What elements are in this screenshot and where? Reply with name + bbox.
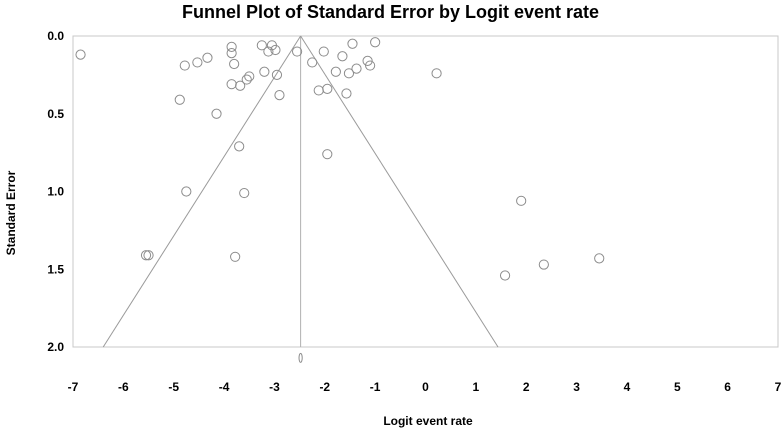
x-tick-label: -4 [219,380,230,394]
data-point [263,46,274,57]
x-tick-label: -7 [68,380,79,394]
data-point [431,68,442,79]
x-tick-label: -5 [168,380,179,394]
x-tick-label: -1 [370,380,381,394]
data-point [256,40,267,51]
x-axis-label: Logit event rate [383,414,473,428]
data-point [234,141,245,152]
data-point [192,57,203,68]
x-tick-label: 0 [422,380,429,394]
data-point [322,149,333,160]
data-point [226,79,237,90]
data-point [75,49,86,60]
x-tick-label: -3 [269,380,280,394]
y-tick-label: 1.0 [47,185,64,199]
data-point [318,46,329,57]
data-point [270,44,281,56]
data-point [594,253,605,264]
data-point [226,41,237,52]
funnel-right-line [300,35,499,348]
x-tick-label: 2 [523,380,530,394]
data-point [362,55,373,66]
data-point [499,270,511,281]
data-point [259,66,270,77]
data-point [241,74,252,85]
y-axis-ticks: 0.0 0.5 1.0 1.5 2.0 [47,29,64,354]
y-tick-label: 1.5 [47,262,64,276]
data-point [211,108,222,119]
data-point [274,89,285,101]
data-point [538,259,549,270]
x-tick-label: 5 [674,380,681,394]
data-point [174,94,185,105]
data-point [181,186,192,197]
data-point [271,69,283,80]
data-point [330,66,341,77]
data-point [313,85,324,96]
x-tick-label: 4 [624,380,631,394]
plot-area-frame [72,35,779,348]
funnel-left-line [102,35,302,348]
x-tick-label: 7 [775,380,781,394]
data-point [235,80,246,91]
data-point [307,57,318,68]
data-point [365,60,376,71]
data-point [229,58,240,70]
data-point [143,250,154,261]
data-point [341,88,352,99]
data-points [75,37,605,363]
data-point [140,250,152,261]
y-tick-label: 0.0 [47,29,64,43]
y-tick-label: 0.5 [47,107,64,121]
data-point [202,52,213,63]
combined-estimate-marker [298,352,303,363]
data-point [239,187,250,199]
data-point [230,251,241,262]
data-point [179,60,190,71]
data-point [244,71,255,82]
data-point [337,51,348,62]
x-tick-label: 1 [473,380,480,394]
data-point [291,46,303,57]
funnel-lines [102,35,499,348]
data-point [226,48,237,59]
y-tick-label: 2.0 [47,340,64,354]
x-tick-label: 6 [724,380,731,394]
data-point [322,83,333,94]
data-point [370,37,381,48]
chart-title: Funnel Plot of Standard Error by Logit e… [181,2,600,22]
data-point [516,195,527,206]
x-axis-ticks: -7 -6 -5 -4 -3 -2 -1 0 1 2 3 4 5 6 7 [68,380,781,394]
data-point [351,63,362,74]
x-tick-label: 3 [573,380,580,394]
x-tick-label: -6 [118,380,129,394]
data-point [347,38,358,49]
data-point [343,68,355,79]
x-tick-label: -2 [319,380,330,394]
